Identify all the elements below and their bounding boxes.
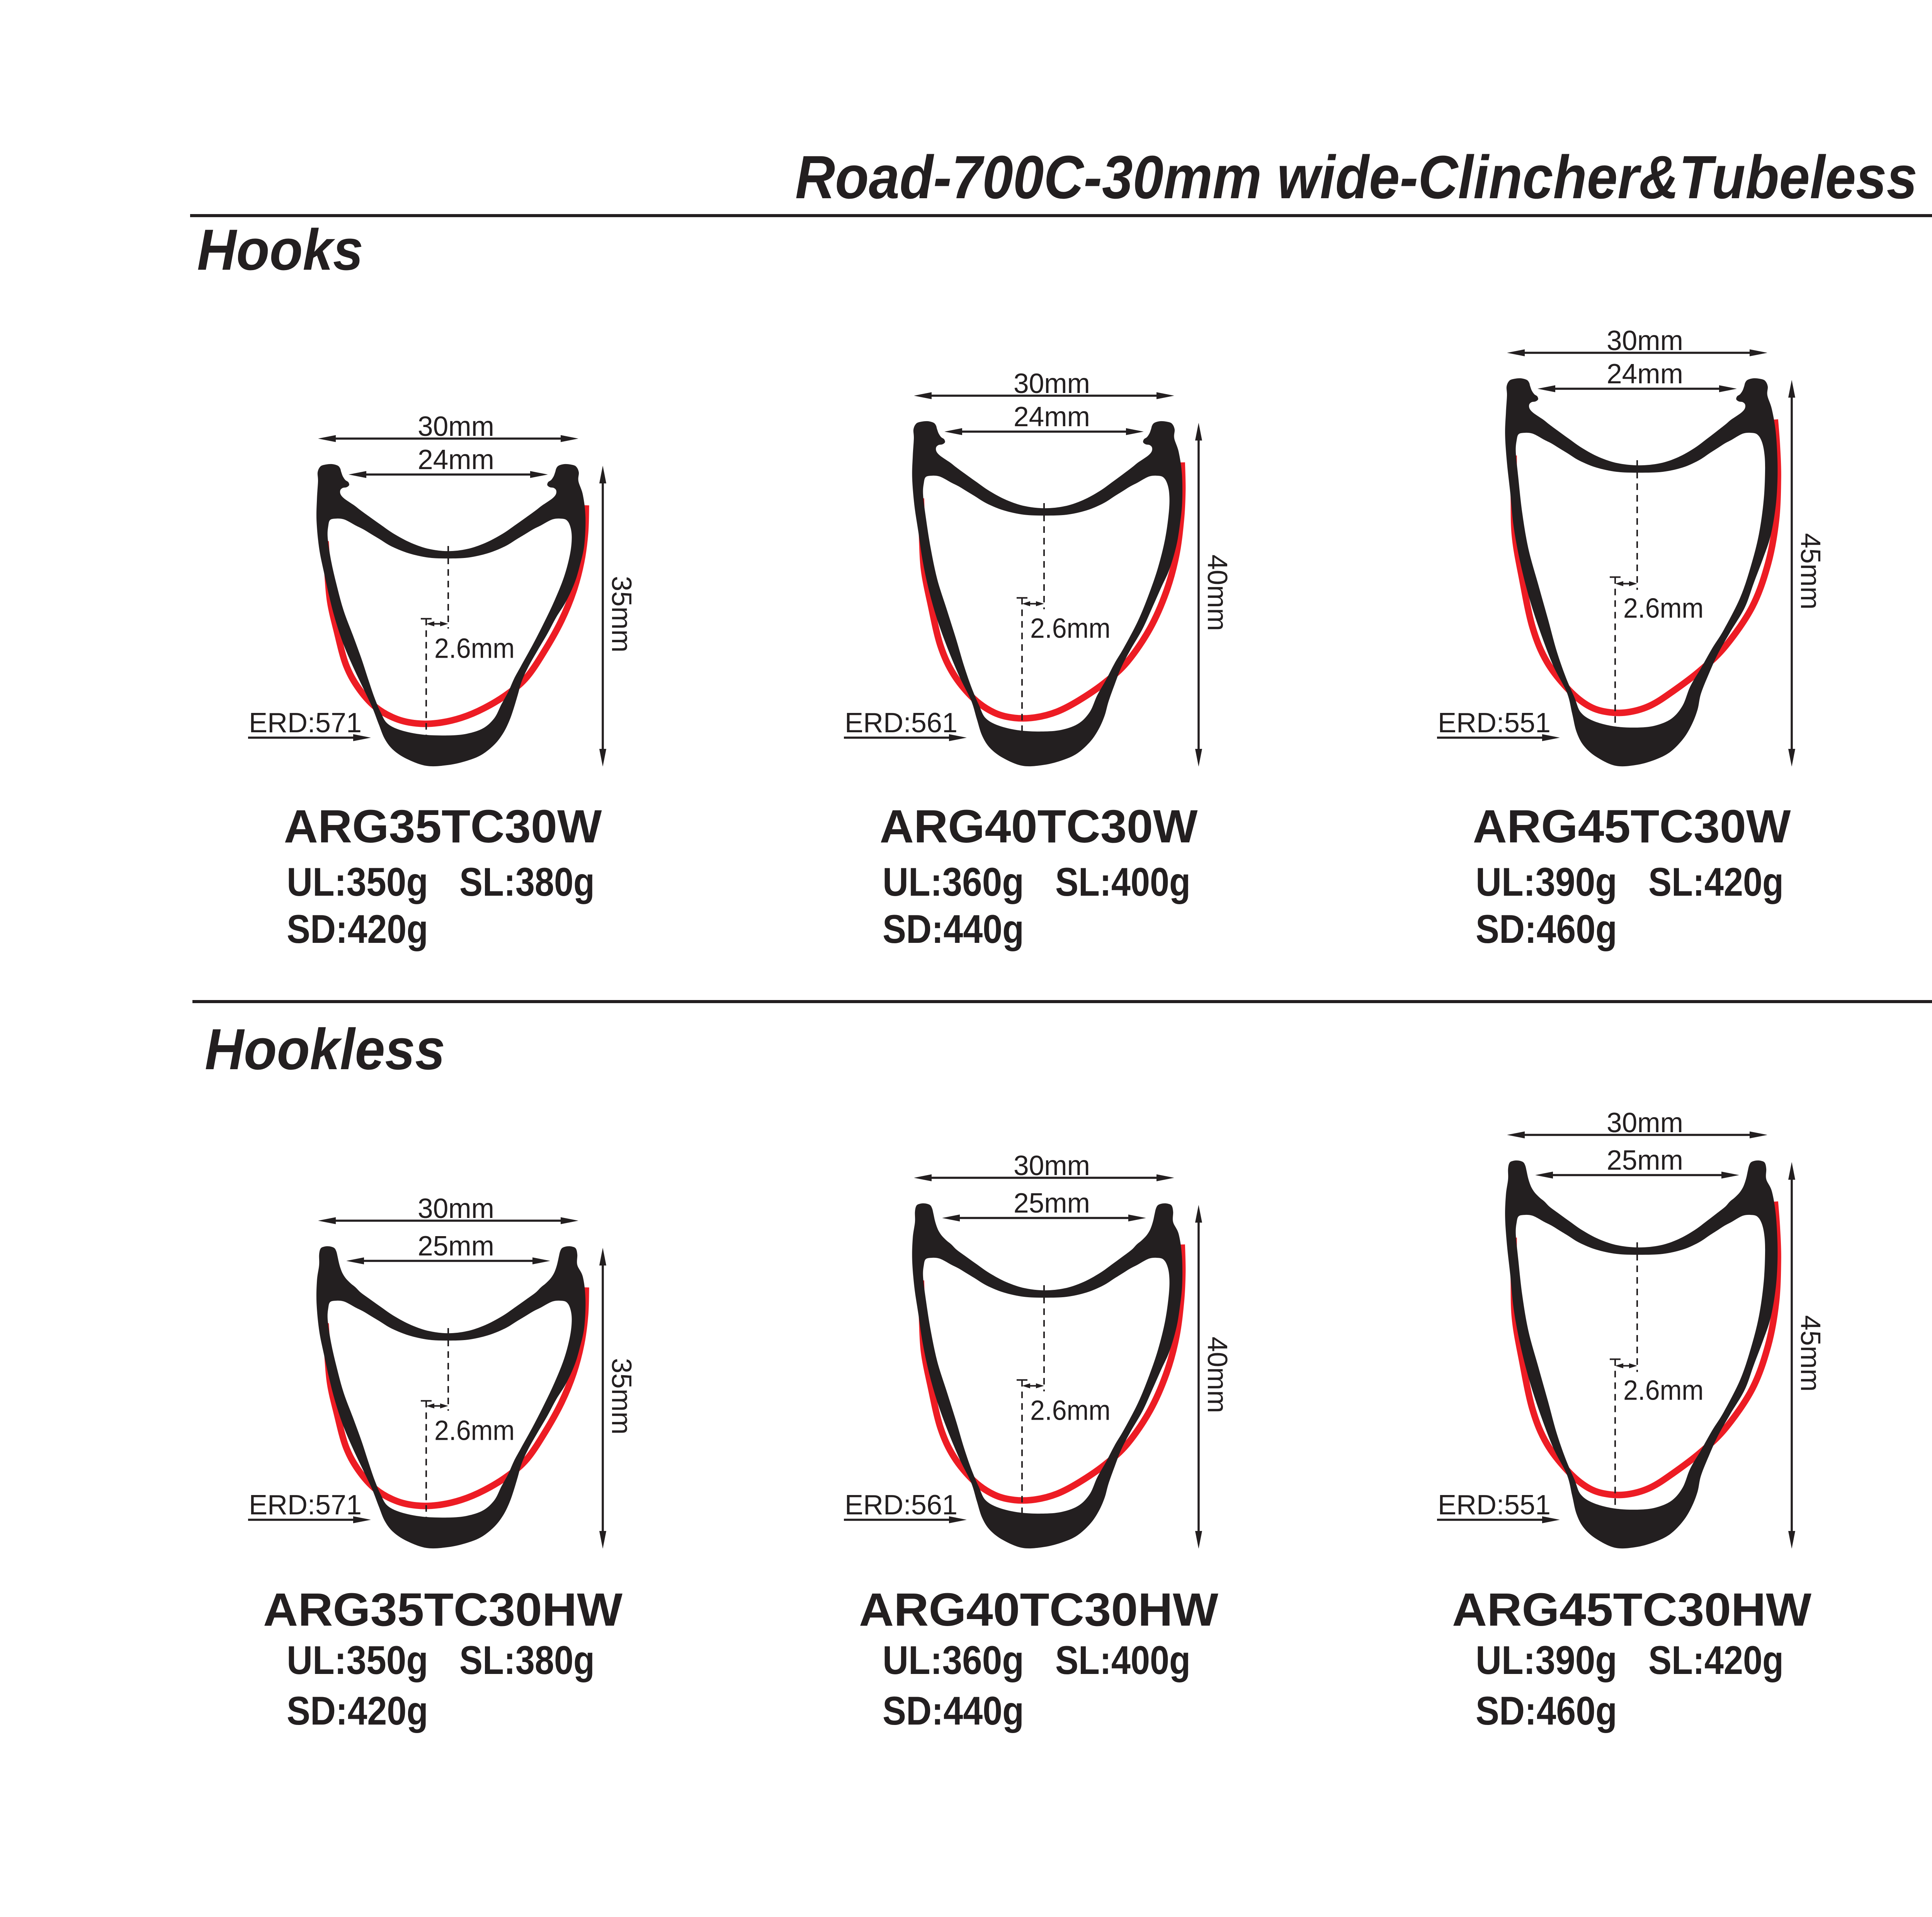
svg-text:40mm: 40mm — [1202, 555, 1233, 631]
svg-text:UL:350g: UL:350g — [287, 1638, 428, 1683]
svg-text:30mm: 30mm — [1014, 368, 1090, 399]
svg-text:2.6mm: 2.6mm — [434, 1415, 515, 1446]
svg-text:SL:400g: SL:400g — [1055, 860, 1190, 905]
svg-text:Hookless: Hookless — [205, 1017, 445, 1082]
svg-text:Hooks: Hooks — [197, 217, 363, 282]
svg-text:24mm: 24mm — [418, 444, 494, 475]
svg-text:ERD:551: ERD:551 — [1438, 1490, 1551, 1521]
svg-text:24mm: 24mm — [1014, 401, 1090, 432]
svg-text:SD:460g: SD:460g — [1476, 1689, 1617, 1733]
svg-text:24mm: 24mm — [1607, 359, 1683, 390]
svg-text:ARG35TC30HW: ARG35TC30HW — [263, 1583, 623, 1636]
svg-text:45mm: 45mm — [1795, 533, 1826, 610]
svg-text:2.6mm: 2.6mm — [1623, 593, 1704, 624]
svg-text:ERD:571: ERD:571 — [249, 708, 362, 738]
svg-text:SD:440g: SD:440g — [883, 1689, 1024, 1733]
svg-text:ERD:561: ERD:561 — [845, 708, 957, 738]
svg-text:ERD:571: ERD:571 — [249, 1490, 362, 1521]
svg-text:SD:420g: SD:420g — [287, 1689, 428, 1733]
svg-text:30mm: 30mm — [418, 1193, 494, 1224]
svg-text:25mm: 25mm — [1607, 1145, 1683, 1176]
svg-text:35mm: 35mm — [606, 576, 637, 653]
svg-text:25mm: 25mm — [418, 1231, 494, 1262]
svg-text:UL:350g: UL:350g — [287, 860, 428, 905]
svg-text:SD:420g: SD:420g — [287, 907, 428, 952]
svg-text:2.6mm: 2.6mm — [434, 633, 515, 664]
svg-text:40mm: 40mm — [1202, 1337, 1233, 1413]
svg-text:30mm: 30mm — [1014, 1150, 1090, 1181]
svg-text:Road-700C-30mm wide-Clincher&T: Road-700C-30mm wide-Clincher&Tubeless — [795, 143, 1917, 211]
svg-text:SL:420g: SL:420g — [1648, 1638, 1784, 1683]
svg-text:SL:380g: SL:380g — [459, 1638, 595, 1683]
svg-text:SL:380g: SL:380g — [459, 860, 595, 905]
svg-text:30mm: 30mm — [1607, 325, 1683, 356]
svg-text:UL:360g: UL:360g — [883, 1638, 1024, 1683]
svg-text:SL:400g: SL:400g — [1055, 1638, 1190, 1683]
svg-text:30mm: 30mm — [1607, 1107, 1683, 1138]
svg-text:UL:390g: UL:390g — [1476, 1638, 1617, 1683]
svg-text:ERD:561: ERD:561 — [845, 1490, 957, 1521]
svg-text:SD:440g: SD:440g — [883, 907, 1024, 952]
svg-text:ARG40TC30HW: ARG40TC30HW — [859, 1583, 1219, 1636]
svg-text:ERD:551: ERD:551 — [1438, 708, 1551, 738]
svg-text:SD:460g: SD:460g — [1476, 907, 1617, 952]
svg-text:30mm: 30mm — [418, 411, 494, 442]
svg-text:UL:360g: UL:360g — [883, 860, 1024, 905]
svg-text:2.6mm: 2.6mm — [1030, 1395, 1111, 1426]
svg-text:2.6mm: 2.6mm — [1030, 613, 1111, 644]
svg-text:ARG45TC30HW: ARG45TC30HW — [1452, 1583, 1812, 1636]
svg-text:UL:390g: UL:390g — [1476, 860, 1617, 905]
svg-text:ARG35TC30W: ARG35TC30W — [284, 800, 602, 852]
svg-text:35mm: 35mm — [606, 1358, 637, 1435]
svg-text:SL:420g: SL:420g — [1648, 860, 1784, 905]
svg-text:25mm: 25mm — [1014, 1188, 1090, 1219]
svg-text:ARG40TC30W: ARG40TC30W — [880, 800, 1198, 852]
svg-text:2.6mm: 2.6mm — [1623, 1375, 1704, 1406]
svg-text:45mm: 45mm — [1795, 1315, 1826, 1392]
svg-text:ARG45TC30W: ARG45TC30W — [1473, 800, 1791, 852]
